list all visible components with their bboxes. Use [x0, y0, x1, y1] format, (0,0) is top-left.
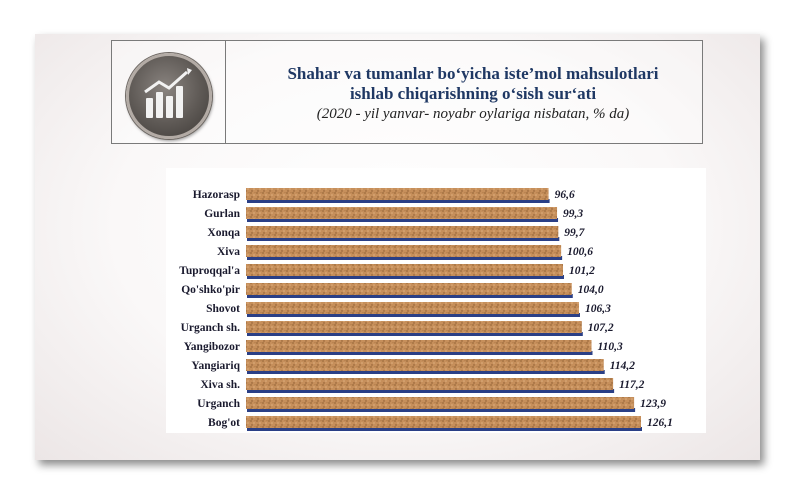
value-label: 107,2	[588, 322, 614, 334]
value-label: 100,6	[567, 246, 593, 258]
bar	[246, 283, 572, 295]
value-label: 106,3	[585, 303, 611, 315]
value-label: 96,6	[555, 189, 575, 201]
bar	[246, 378, 613, 390]
value-label: 104,0	[578, 284, 604, 296]
bars-group: Hazorasp 96,6 Gurlan 99,3 Xonqa 99,7 Xiva 100,6…	[179, 188, 673, 431]
logo-graphic	[129, 56, 209, 136]
bar	[246, 397, 634, 409]
bar	[246, 245, 561, 257]
bar	[246, 226, 558, 238]
bar-chart-growth-icon	[126, 53, 212, 139]
value-label: 101,2	[569, 265, 595, 277]
logo-cell	[112, 41, 226, 143]
category-label: Yangiariq	[191, 360, 240, 372]
bar	[246, 188, 549, 200]
bar-chart-svg: Hazorasp 96,6 Gurlan 99,3 Xonqa 99,7 Xiva 100,6…	[166, 168, 706, 433]
value-label: 126,1	[647, 417, 673, 429]
value-label: 99,7	[564, 227, 585, 239]
category-label: Shovot	[206, 303, 240, 315]
chart-title-line2: ishlab chiqarishning o‘sish sur‘ati	[263, 84, 683, 104]
bar	[246, 359, 604, 371]
category-label: Gurlan	[204, 208, 240, 220]
category-label: Bog'ot	[208, 417, 240, 429]
category-label: Xonqa	[207, 227, 240, 239]
bar	[246, 264, 563, 276]
bar	[246, 321, 582, 333]
bar-chart: Hazorasp 96,6 Gurlan 99,3 Xonqa 99,7 Xiva 100,6…	[166, 168, 706, 433]
category-label: Urganch sh.	[181, 322, 241, 334]
value-label: 99,3	[563, 208, 583, 220]
bar	[246, 416, 641, 428]
bar	[246, 302, 579, 314]
category-label: Qo'shko'pir	[181, 284, 240, 296]
value-label: 110,3	[598, 341, 623, 353]
category-label: Xiva	[217, 246, 240, 258]
category-label: Xiva sh.	[200, 379, 240, 391]
value-label: 123,9	[640, 398, 666, 410]
category-label: Hazorasp	[193, 189, 240, 201]
category-label: Tuproqqal'a	[179, 265, 240, 277]
category-label: Urganch	[197, 398, 240, 410]
chart-title-line1: Shahar va tumanlar bo‘yicha iste’mol mah…	[263, 64, 683, 84]
bar	[246, 340, 592, 352]
chart-subtitle: (2020 - yil yanvar- noyabr oylariga nisb…	[263, 106, 683, 123]
value-label: 117,2	[619, 379, 644, 391]
category-label: Yangibozor	[184, 341, 240, 353]
bar	[246, 207, 557, 219]
value-label: 114,2	[610, 360, 635, 372]
